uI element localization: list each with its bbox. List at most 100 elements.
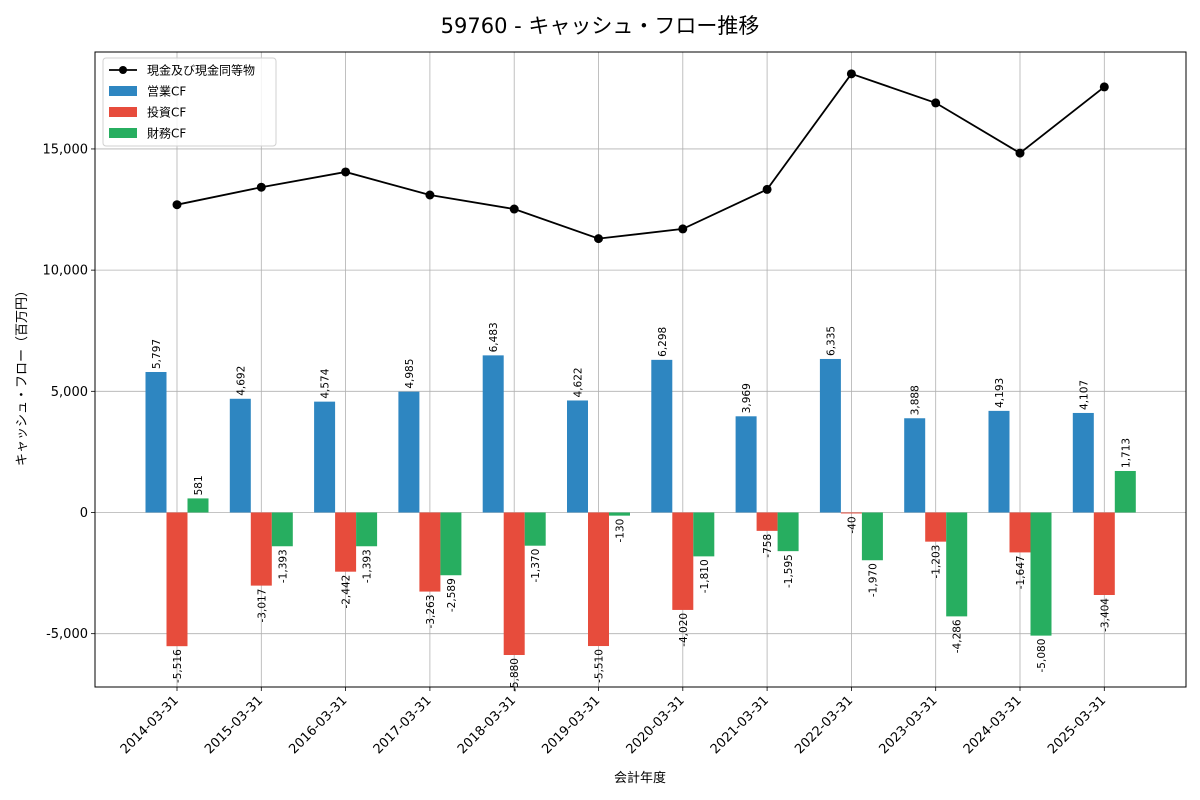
bar [861,512,883,561]
data-label: -1,203 [931,545,943,579]
bar [925,512,947,542]
x-tick-label: 2018-03-31 [455,693,519,757]
x-tick-label: 2023-03-31 [876,693,940,757]
data-label: 1,713 [1120,438,1132,468]
data-label: 6,335 [825,326,837,356]
bar [819,358,841,513]
chart-title: 59760 - キャッシュ・フロー推移 [441,14,760,38]
bar [588,512,609,647]
y-tick-label: 10,000 [43,264,89,279]
legend-bar-swatch [109,86,137,96]
cash-line-path [176,72,1105,240]
x-tick-label: 2019-03-31 [539,693,603,757]
cash-line-point [762,184,772,194]
bar [609,512,630,516]
y-tick-label: 15,000 [43,142,89,157]
y-tick-label: 5,000 [51,385,88,400]
bar [840,512,862,514]
data-label: 4,107 [1078,380,1090,410]
bar [250,512,272,586]
data-label: 5,797 [151,339,163,369]
x-tick-label: 2022-03-31 [792,693,856,757]
bar [440,512,462,576]
data-label: -4,286 [952,619,964,653]
legend-entry: 現金及び現金同等物 [147,63,255,78]
y-tick-label: -5,000 [46,627,88,642]
bar [229,398,251,513]
data-label: -4,020 [678,613,690,647]
bar [777,512,799,552]
bar [904,418,926,513]
legend-entry: 財務CF [147,126,186,141]
bar [693,512,715,557]
bar [672,512,694,610]
data-label: -2,589 [446,578,458,612]
bar [988,410,1010,513]
data-label: 4,193 [994,378,1006,408]
x-tick-label: 2016-03-31 [286,693,350,757]
axes: -5,000 0 5,000 10,000 15,000 2014-03-31 2015-0… [43,51,1187,757]
cash-line-point [509,204,519,214]
legend-bar-swatch [109,107,137,117]
x-tick-label: 2020-03-31 [624,693,688,757]
legend-entry: 営業CF [147,85,186,99]
data-label: 6,483 [488,322,500,352]
data-label: -3,017 [256,589,268,623]
cash-line-point [172,200,182,210]
bar [1093,512,1115,595]
bar [314,401,336,513]
bar [503,512,525,656]
bar [567,400,588,513]
data-label: -1,393 [362,549,374,583]
data-label: 3,969 [741,383,753,413]
legend-entry: 投資CF [147,105,186,120]
bar [756,512,778,531]
data-label: 581 [193,475,205,495]
grid-lines [95,52,1186,687]
bar [166,512,188,647]
data-label: -40 [846,516,858,533]
x-tick-label: 2015-03-31 [202,693,266,757]
data-label: -5,510 [594,649,606,683]
legend-box [102,57,277,147]
bar [1114,470,1136,513]
cash-line-point [256,182,266,192]
cash-line [172,69,1109,244]
data-label: -1,647 [1015,555,1027,589]
bar [1009,512,1031,553]
data-label: 4,985 [404,359,416,389]
x-tick-label: 2024-03-31 [961,693,1025,757]
bar [187,498,209,513]
y-axis-label: キャッシュ・フロー（百万円） [15,284,30,466]
bar [524,512,546,546]
cash-line-point [1015,148,1025,158]
legend-bar-swatch [109,128,137,138]
data-label: -3,263 [425,595,437,629]
data-label: 3,888 [910,385,922,415]
x-axis-label: 会計年度 [614,770,666,786]
data-label: -3,404 [1099,598,1111,632]
data-labels: 5,797 4,692 4,574 4,985 6,483 4,622 6,298 3,969… [151,322,1132,692]
bar [398,391,420,513]
data-label: -1,970 [867,563,879,597]
bar [356,512,378,547]
x-tick-label: 2025-03-31 [1045,693,1109,757]
bar [482,355,504,513]
bar [1030,512,1052,636]
bar [735,416,757,513]
bar [651,359,673,513]
data-label: 4,622 [573,367,585,397]
data-label: 4,574 [320,368,332,398]
data-label: -1,810 [699,559,711,593]
bar [419,512,441,592]
bar [946,512,968,617]
cash-line-point [678,224,688,234]
legend-marker [119,66,127,74]
bar [1072,412,1094,513]
data-label: -5,880 [509,658,521,692]
cash-line-point [846,69,856,79]
data-label: 6,298 [657,327,669,357]
